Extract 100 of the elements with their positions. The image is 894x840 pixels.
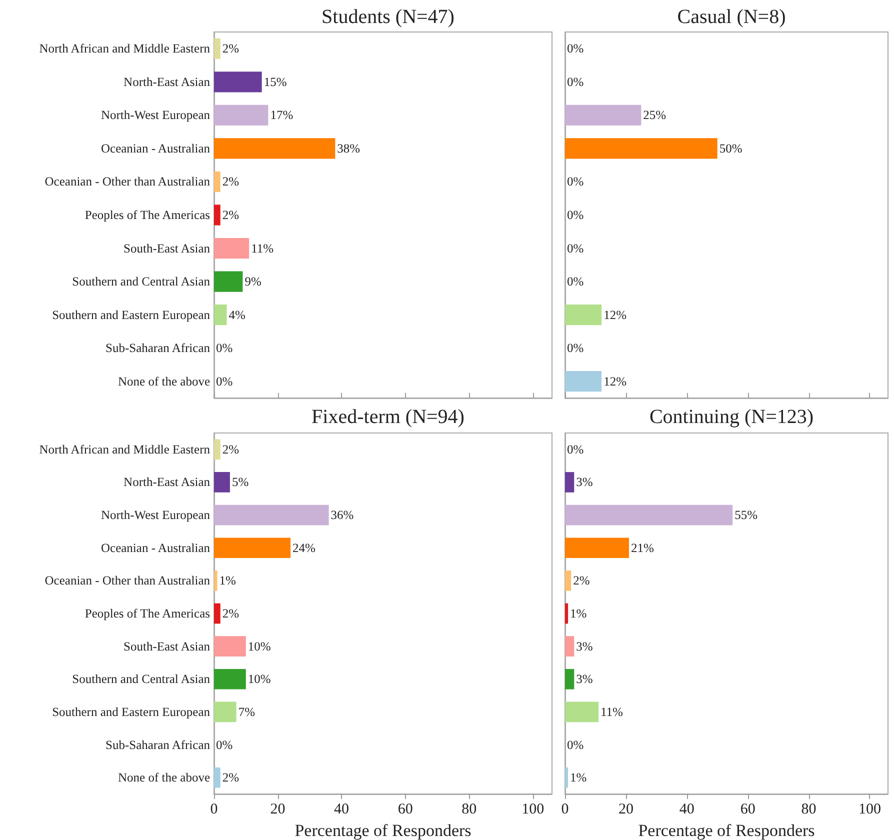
bar: [565, 668, 574, 690]
data-label: 2%: [222, 606, 240, 620]
data-label: 2%: [222, 442, 240, 456]
data-label: 36%: [330, 508, 354, 522]
data-label: 0%: [216, 738, 233, 752]
x-tick-label: 40: [334, 802, 350, 818]
y-tick-label: North-East Asian: [124, 475, 211, 490]
bar: [214, 636, 246, 656]
bar: [214, 767, 220, 788]
data-label: 2%: [222, 208, 240, 222]
data-label: 38%: [337, 141, 360, 156]
bar: [214, 504, 329, 526]
data-label: 0%: [567, 174, 584, 189]
bar: [214, 138, 336, 159]
data-label: 1%: [570, 770, 587, 785]
data-label: 15%: [264, 74, 287, 89]
y-tick-label: Sub-Saharan African: [106, 738, 211, 752]
data-label: 0%: [567, 42, 584, 56]
data-label: 1%: [219, 574, 236, 588]
data-label: 21%: [630, 540, 654, 555]
y-tick-label: None of the above: [118, 770, 210, 785]
data-label: 0%: [567, 208, 584, 222]
y-tick-label: North African and Middle Eastern: [39, 42, 211, 56]
data-label: 9%: [244, 274, 262, 289]
data-label: 55%: [734, 508, 758, 522]
data-label: 3%: [576, 672, 593, 686]
chart-title: Continuing (N=123): [649, 406, 814, 428]
bar: [214, 538, 291, 558]
chart-title: Casual (N=8): [677, 6, 786, 28]
y-tick-label: Oceanian - Australian: [101, 141, 211, 156]
y-tick-label: Oceanian - Other than Australian: [44, 574, 211, 588]
data-label: 12%: [604, 308, 626, 322]
data-label: 3%: [576, 639, 593, 654]
x-tick-label: 20: [618, 802, 634, 818]
y-tick-label: Oceanian - Australian: [101, 540, 211, 555]
x-tick-label: 60: [398, 802, 413, 818]
data-label: 50%: [719, 141, 742, 156]
y-tick-label: North-West European: [100, 108, 211, 122]
data-label: 2%: [222, 42, 240, 56]
bar: [214, 204, 220, 226]
data-label: 0%: [567, 738, 584, 752]
x-tick-label: 20: [270, 802, 286, 818]
y-tick-label: None of the above: [118, 374, 210, 388]
chart-title: Students (N=47): [322, 6, 454, 28]
data-label: 0%: [567, 74, 584, 89]
data-label: 0%: [567, 341, 584, 356]
data-label: 1%: [570, 606, 587, 620]
bar: [214, 38, 220, 59]
x-tick-label: 40: [679, 802, 694, 818]
bar: [214, 603, 220, 624]
bar: [214, 668, 246, 690]
bar: [214, 171, 220, 192]
x-tick-label: 0: [561, 802, 569, 818]
bar: [214, 570, 218, 591]
data-label: 10%: [248, 639, 271, 654]
data-label: 2%: [222, 174, 240, 189]
y-tick-label: Sub-Saharan African: [106, 341, 211, 356]
y-tick-label: Southern and Central Asian: [72, 274, 211, 289]
chart-title: Fixed-term (N=94): [312, 406, 464, 428]
data-label: 0%: [216, 374, 233, 388]
x-axis-title: Percentage of Responders: [294, 820, 472, 840]
y-tick-label: South-East Asian: [124, 639, 211, 654]
data-label: 5%: [232, 475, 249, 490]
bar: [565, 570, 572, 591]
bar: [565, 702, 599, 722]
bar: [214, 271, 243, 292]
bar: [565, 636, 574, 656]
y-tick-label: Southern and Eastern European: [52, 308, 211, 322]
data-label: 2%: [573, 574, 590, 588]
y-tick-label: North African and Middle Eastern: [39, 442, 211, 456]
data-label: 3%: [576, 475, 593, 490]
bar: [214, 304, 227, 326]
bar: [565, 767, 568, 788]
data-label: 0%: [567, 241, 584, 256]
bar: [565, 504, 733, 526]
data-label: 7%: [238, 704, 255, 719]
bar: [565, 603, 568, 624]
bar: [565, 472, 574, 492]
y-tick-label: Southern and Central Asian: [72, 672, 211, 686]
x-tick-label: 80: [462, 802, 477, 818]
data-label: 17%: [270, 108, 294, 122]
data-label: 2%: [222, 770, 240, 785]
data-label: 10%: [248, 672, 271, 686]
bar: [214, 472, 230, 492]
y-tick-label: Peoples of The Americas: [84, 606, 210, 620]
x-tick-label: 0: [210, 802, 218, 818]
x-tick-label: 100: [858, 802, 881, 818]
data-label: 11%: [251, 241, 274, 256]
x-axis-title: Percentage of Responders: [638, 820, 815, 840]
x-tick-label: 100: [522, 802, 544, 818]
bar: [214, 72, 262, 92]
y-tick-label: Peoples of The Americas: [84, 208, 210, 222]
bar: [214, 238, 250, 259]
data-label: 24%: [292, 540, 316, 555]
y-tick-label: North-East Asian: [124, 74, 211, 89]
bar: [565, 538, 629, 558]
bar: [214, 702, 236, 722]
data-label: 25%: [643, 108, 666, 122]
data-label: 4%: [228, 308, 246, 322]
x-tick-label: 80: [801, 802, 816, 818]
